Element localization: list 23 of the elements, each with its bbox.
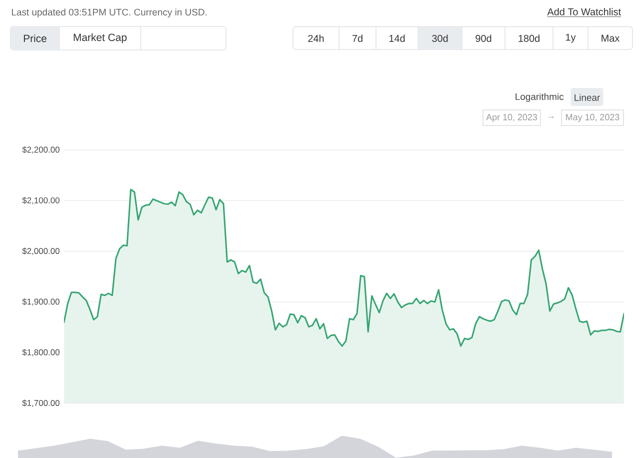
- text: Apr 10, 2023: [486, 114, 538, 122]
- text: 90d: [476, 34, 492, 42]
- text: →: [548, 116, 554, 118]
- text: 1y: [566, 34, 576, 43]
- text: 180d: [518, 34, 540, 42]
- y-tick-label: $1,700.00: [22, 400, 60, 407]
- text: Logarithmic: [516, 93, 564, 102]
- y-tick-label: $2,000.00: [22, 248, 60, 255]
- y-tick-label: $2,200.00: [22, 146, 60, 154]
- y-tick-label: $1,900.00: [22, 298, 60, 306]
- text: 30d: [432, 34, 448, 42]
- text: Last updated 03:51PM UTC. Currency in USD.: [12, 8, 207, 18]
- y-tick-label: $2,100.00: [22, 196, 60, 204]
- text: Add To Watchlist: [547, 8, 621, 16]
- text: 7d: [352, 34, 362, 42]
- text: Market Cap: [74, 33, 127, 44]
- text: Linear: [574, 94, 600, 101]
- text: 14d: [389, 34, 405, 42]
- text: 24h: [308, 34, 324, 42]
- text: May 10, 2023: [566, 114, 620, 122]
- y-tick-label: $1,800.00: [22, 348, 60, 356]
- text: Price: [24, 34, 46, 42]
- text: Max: [602, 34, 620, 42]
